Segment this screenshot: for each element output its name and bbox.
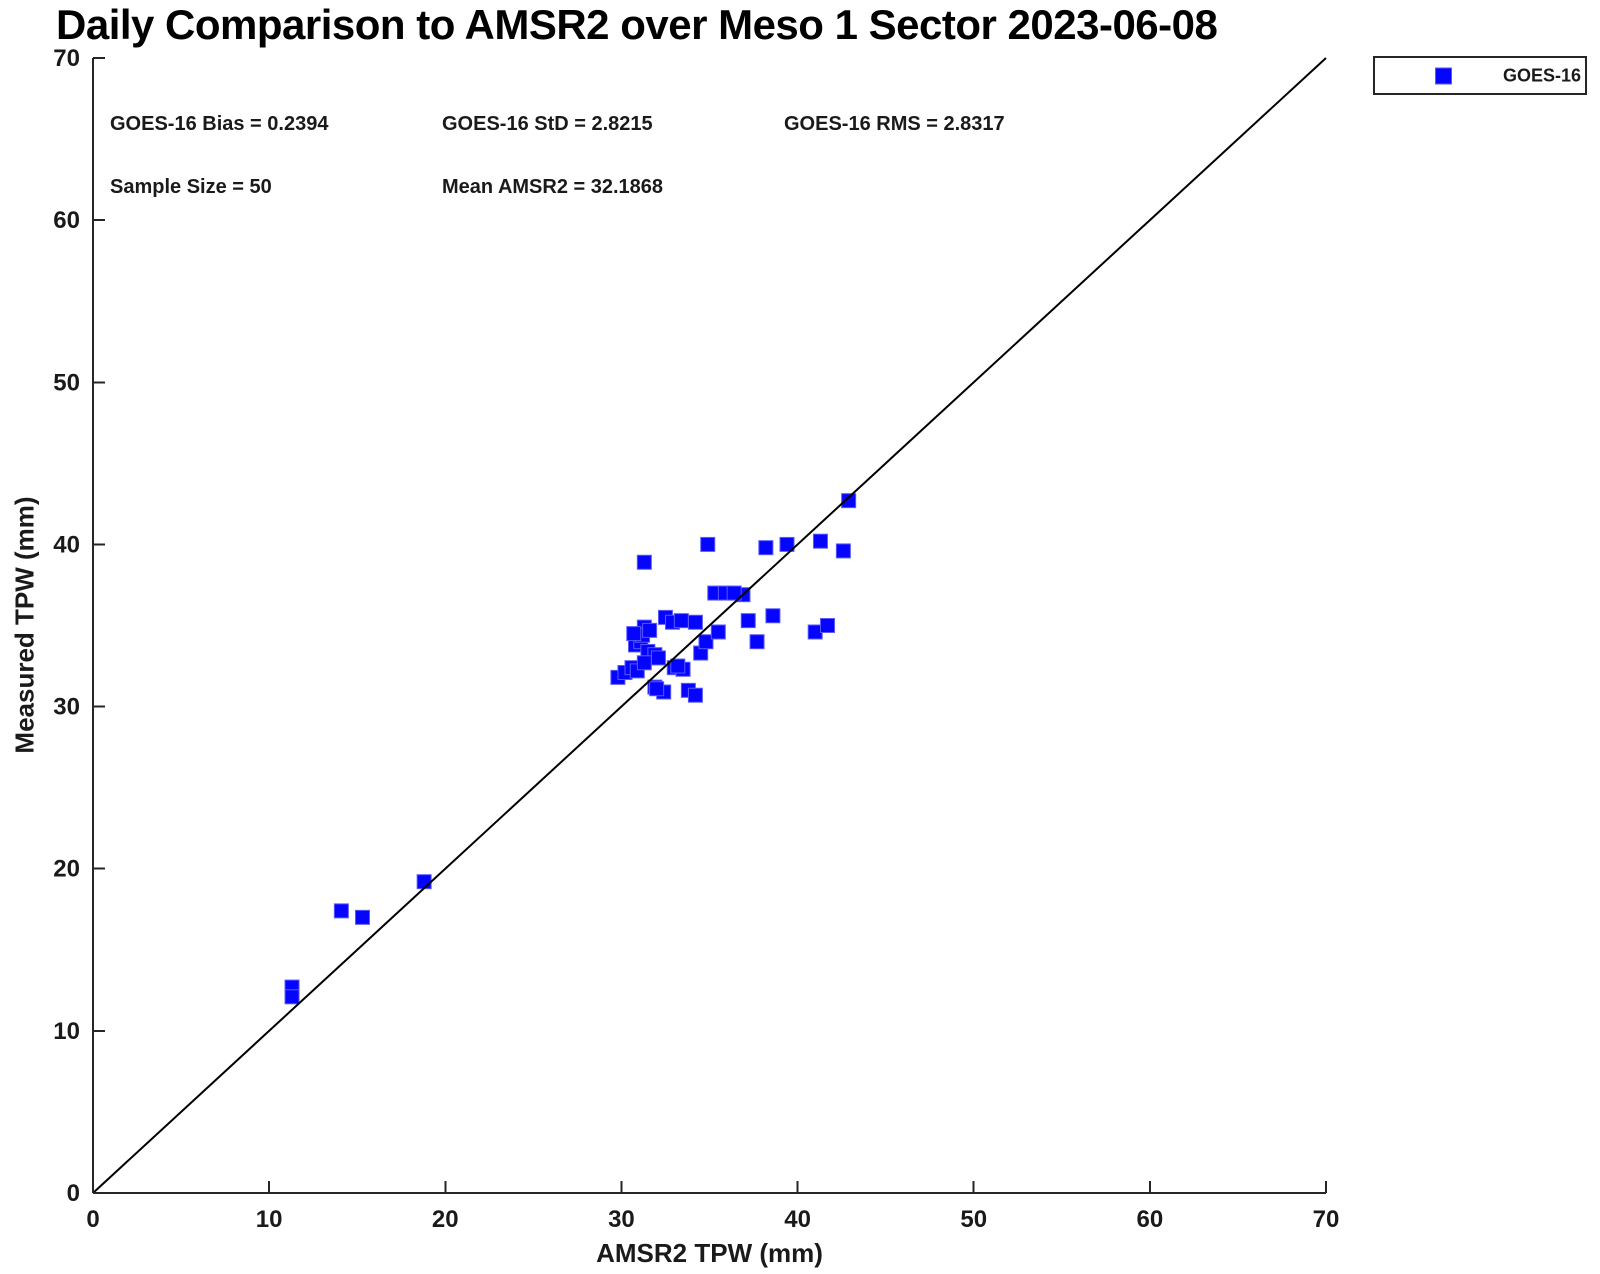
scatter-point	[726, 585, 742, 601]
scatter-point	[740, 613, 756, 629]
scatter-point	[687, 614, 703, 630]
x-tick-label: 60	[1137, 1206, 1164, 1233]
x-tick-label: 30	[608, 1206, 635, 1233]
scatter-point	[636, 655, 652, 671]
scatter-point	[673, 613, 689, 629]
scatter-point	[649, 681, 665, 697]
scatter-point	[642, 622, 658, 638]
scatter-point	[710, 624, 726, 640]
x-tick-label: 40	[784, 1206, 811, 1233]
x-tick-label: 50	[960, 1206, 987, 1233]
scatter-point	[698, 634, 714, 650]
chart-title: Daily Comparison to AMSR2 over Meso 1 Se…	[56, 1, 1218, 48]
scatter-point	[779, 536, 795, 552]
legend-square-marker-icon	[1435, 67, 1452, 84]
scatter-point	[820, 618, 836, 633]
stat-std: GOES-16 StD = 2.8215	[442, 113, 653, 135]
x-tick-label: 10	[256, 1206, 283, 1233]
stat-sample-size: Sample Size = 50	[110, 176, 272, 198]
scatter-point	[284, 989, 300, 1005]
y-axis-label: Measured TPW (mm)	[9, 496, 40, 754]
scatter-point	[416, 874, 432, 890]
y-tick-label: 40	[53, 531, 80, 558]
scatter-point	[333, 903, 349, 919]
one-to-one-line	[92, 57, 1327, 1194]
y-tick-label: 60	[53, 207, 80, 234]
x-tick-label: 70	[1313, 1206, 1340, 1233]
scatter-point	[758, 540, 774, 556]
scatter-point	[812, 533, 828, 549]
y-tick-label: 10	[53, 1018, 80, 1045]
legend: GOES-16	[1373, 56, 1587, 95]
y-tick-label: 20	[53, 856, 80, 883]
scatter-point	[687, 687, 703, 703]
scatter-point	[354, 909, 370, 925]
scatter-point	[670, 658, 686, 674]
y-tick-label: 50	[53, 369, 80, 396]
y-tick-label: 30	[53, 694, 80, 721]
y-tick-label: 70	[53, 45, 80, 72]
scatter-point	[636, 554, 652, 570]
stat-bias: GOES-16 Bias = 0.2394	[110, 113, 329, 135]
x-axis-label: AMSR2 TPW (mm)	[596, 1238, 823, 1268]
y-tick-label: 0	[67, 1180, 80, 1207]
scatter-point	[700, 536, 716, 552]
scatter-point	[650, 650, 666, 666]
scatter-point	[749, 634, 765, 650]
scatter-point	[841, 493, 857, 509]
stat-rms: GOES-16 RMS = 2.8317	[784, 113, 1005, 135]
scatter-point	[626, 626, 642, 642]
x-tick-label: 0	[86, 1206, 99, 1233]
scatter-point	[765, 608, 781, 624]
legend-label: GOES-16	[1503, 65, 1582, 85]
stat-mean-amsr2: Mean AMSR2 = 32.1868	[442, 176, 664, 198]
scatter-point	[835, 543, 851, 559]
x-tick-label: 20	[432, 1206, 459, 1233]
